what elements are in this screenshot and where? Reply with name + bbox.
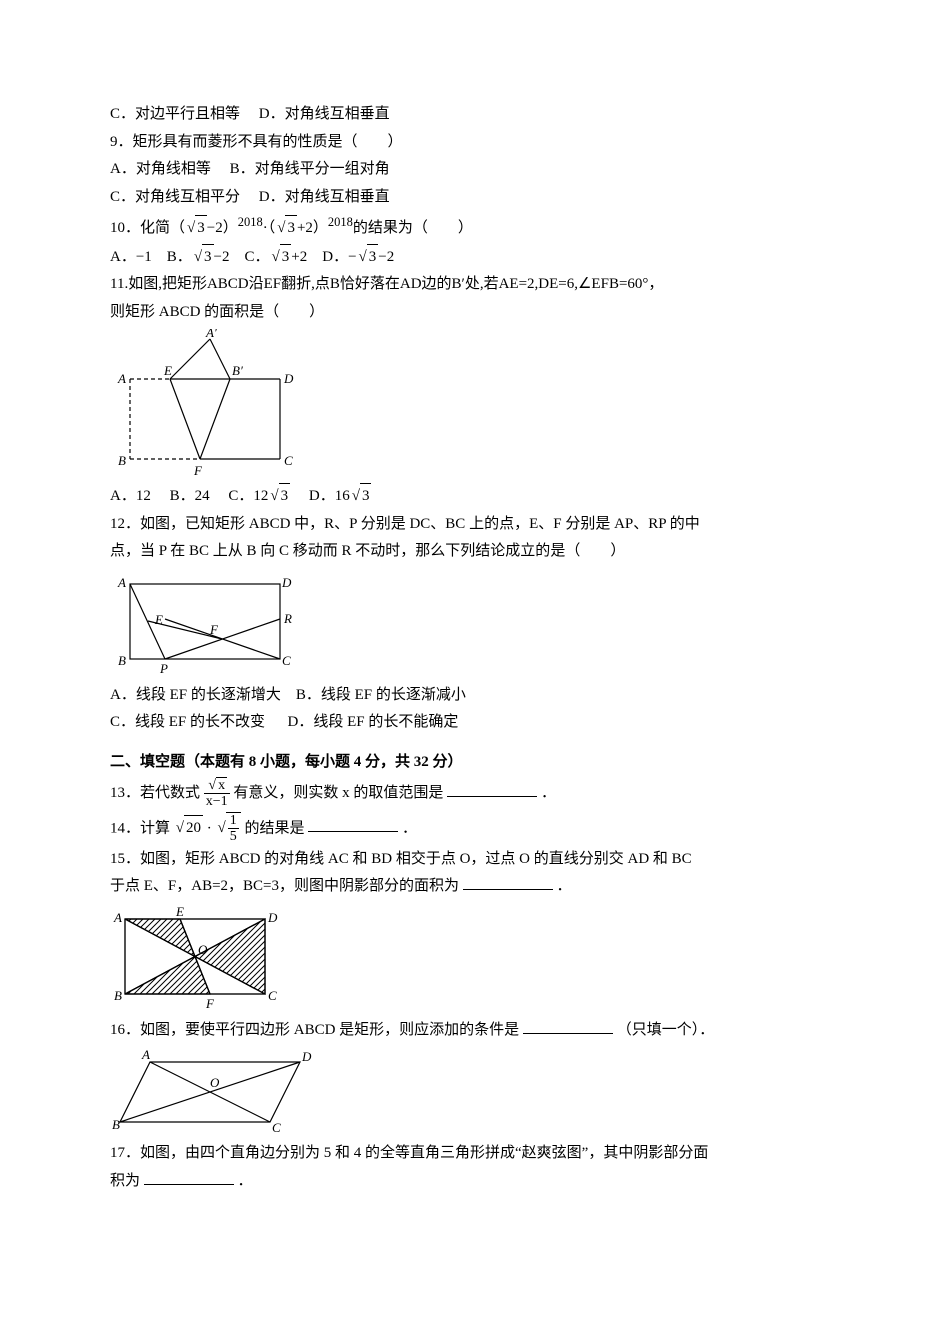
svg-text:B: B — [118, 653, 126, 668]
q12-figure: E F A B C D R P — [110, 569, 300, 679]
fraction-icon: x x−1 — [204, 777, 230, 810]
q11-figure: A B C D E F B′ A′ — [110, 329, 310, 479]
svg-text:D: D — [267, 910, 278, 925]
q11-opt-c: C．123 — [228, 488, 290, 504]
svg-text:A: A — [141, 1047, 150, 1062]
q16-stem: 16．如图，要使平行四边形 ABCD 是矩形，则应添加的条件是 （只填一个）． — [110, 1018, 835, 1044]
q11-opt-d: D．163 — [309, 488, 372, 504]
q12-options-cd: C．线段 EF 的长不改变 D．线段 EF 的长不能确定 — [110, 710, 835, 736]
q14-stem: 14．计算 20 · 15 的结果是 ． — [110, 812, 835, 845]
svg-text:B′: B′ — [232, 363, 243, 378]
section-2-title: 二、填空题（本题有 8 小题，每小题 4 分，共 32 分） — [110, 750, 835, 776]
svg-text:A: A — [117, 371, 126, 386]
sqrt-icon: 15 — [216, 812, 241, 845]
q11-opt-a: A．12 — [110, 488, 151, 504]
q8-opt-c: C．对边平行且相等 — [110, 106, 240, 122]
svg-text:D: D — [301, 1049, 312, 1064]
q10-opt-b: B．3−2 — [167, 249, 230, 265]
blank-input[interactable] — [144, 1169, 234, 1185]
svg-text:B: B — [118, 453, 126, 468]
sqrt-icon: 20 — [174, 815, 203, 842]
svg-text:C: C — [268, 988, 277, 1003]
q9-opt-b: B．对角线平分一组对角 — [230, 161, 390, 177]
q15-stem-2: 于点 E、F，AB=2，BC=3，则图中阴影部分的面积为 ． — [110, 874, 835, 900]
q12-opt-b: B．线段 EF 的长逐渐减小 — [296, 687, 466, 703]
svg-text:A: A — [113, 910, 122, 925]
svg-text:C: C — [282, 653, 291, 668]
q10-opt-d: D．−3−2 — [322, 249, 394, 265]
q8-opt-d: D．对角线互相垂直 — [259, 106, 390, 122]
sqrt-3-icon: 3 — [185, 215, 207, 242]
q9-opt-d: D．对角线互相垂直 — [259, 189, 390, 205]
q9-options-cd: C．对角线互相平分 D．对角线互相垂直 — [110, 185, 835, 211]
svg-text:A′: A′ — [205, 329, 217, 340]
svg-text:P: P — [159, 661, 168, 676]
q11-stem-2: 则矩形 ABCD 的面积是（ ） — [110, 300, 835, 326]
q12-stem-2: 点，当 P 在 BC 上从 B 向 C 移动而 R 不动时，那么下列结论成立的是… — [110, 539, 835, 565]
q12-stem-1: 12．如图，已知矩形 ABCD 中，R、P 分别是 DC、BC 上的点，E、F … — [110, 512, 835, 538]
q11-options: A．12 B．24 C．123 D．163 — [110, 483, 835, 510]
blank-input[interactable] — [308, 816, 398, 832]
svg-text:D: D — [281, 575, 292, 590]
q9-options-ab: A．对角线相等 B．对角线平分一组对角 — [110, 157, 835, 183]
svg-text:A: A — [117, 575, 126, 590]
svg-text:F: F — [205, 996, 215, 1011]
blank-input[interactable] — [447, 781, 537, 797]
svg-text:O: O — [198, 942, 208, 957]
q10-opt-c: C．3+2 — [245, 249, 308, 265]
q11-opt-b: B．24 — [170, 488, 210, 504]
sqrt-3-icon: 3 — [275, 215, 297, 242]
q9-stem: 9．矩形具有而菱形不具有的性质是（ ） — [110, 130, 835, 156]
q10-opt-a: A．−1 — [110, 249, 152, 265]
q16-figure: A B C D O — [110, 1047, 320, 1137]
svg-text:E: E — [163, 363, 172, 378]
blank-input[interactable] — [463, 874, 553, 890]
q12-opt-c: C．线段 EF 的长不改变 — [110, 714, 265, 730]
svg-text:C: C — [272, 1120, 281, 1135]
q12-opt-a: A．线段 EF 的长逐渐增大 — [110, 687, 281, 703]
svg-text:E: E — [175, 904, 184, 919]
q15-figure: A B C D E F O — [110, 904, 290, 1014]
q12-opt-d: D．线段 EF 的长不能确定 — [288, 714, 459, 730]
blank-input[interactable] — [523, 1018, 613, 1034]
q13-stem: 13．若代数式 x x−1 有意义，则实数 x 的取值范围是 ． — [110, 777, 835, 810]
q12-options-ab: A．线段 EF 的长逐渐增大 B．线段 EF 的长逐渐减小 — [110, 683, 835, 709]
q10-stem: 10．化简（3−2）2018·（3+2）2018的结果为（ ） — [110, 212, 835, 242]
svg-text:O: O — [210, 1075, 220, 1090]
q15-stem-1: 15．如图，矩形 ABCD 的对角线 AC 和 BD 相交于点 O，过点 O 的… — [110, 847, 835, 873]
svg-text:B: B — [114, 988, 122, 1003]
q9-opt-a: A．对角线相等 — [110, 161, 211, 177]
svg-text:F: F — [209, 622, 219, 637]
q11-stem-1: 11.如图,把矩形ABCD沿EF翻折,点B恰好落在AD边的B′处,若AE=2,D… — [110, 272, 835, 298]
svg-text:D: D — [283, 371, 294, 386]
svg-text:R: R — [283, 611, 292, 626]
svg-text:B: B — [112, 1117, 120, 1132]
svg-text:C: C — [284, 453, 293, 468]
svg-text:F: F — [193, 463, 203, 478]
q9-opt-c: C．对角线互相平分 — [110, 189, 240, 205]
q10-options: A．−1 B．3−2 C．3+2 D．−3−2 — [110, 244, 835, 271]
q17-stem-2: 积为 ． — [110, 1169, 835, 1195]
q17-stem-1: 17．如图，由四个直角边分别为 5 和 4 的全等直角三角形拼成“赵爽弦图”，其… — [110, 1141, 835, 1167]
q8-options-cd: C．对边平行且相等 D．对角线互相垂直 — [110, 102, 835, 128]
